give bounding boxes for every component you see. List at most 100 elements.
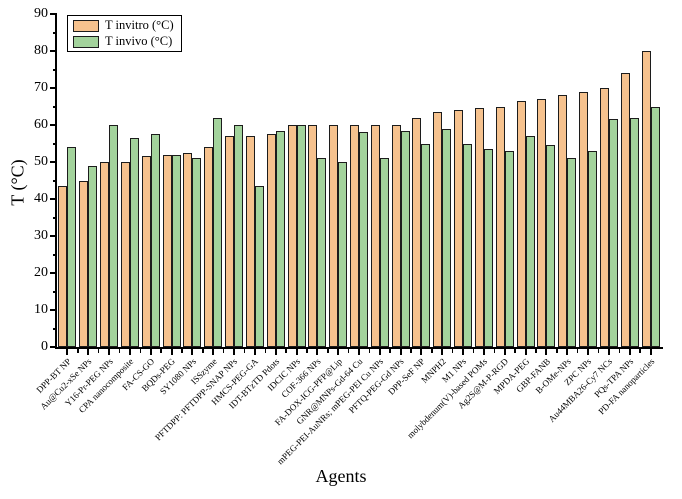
x-tick <box>233 349 236 355</box>
bar-invitro <box>266 134 276 347</box>
x-tick <box>66 349 69 355</box>
x-minor-tick <box>285 349 287 353</box>
x-minor-tick <box>181 349 183 353</box>
x-tick <box>482 349 485 355</box>
y-tick <box>50 124 57 126</box>
legend-item-invivo: T invivo (°C) <box>73 35 174 48</box>
x-tick <box>524 349 527 355</box>
y-minor-tick <box>53 254 57 256</box>
bar-invitro <box>579 91 589 347</box>
bar-invivo <box>629 117 639 347</box>
x-tick <box>462 349 465 355</box>
x-tick <box>128 349 131 355</box>
y-tick <box>50 198 57 200</box>
y-minor-tick <box>53 217 57 219</box>
bar-invitro <box>474 108 484 347</box>
bar-invivo <box>338 162 348 347</box>
bar-invitro <box>58 186 68 347</box>
bar-invivo <box>463 143 473 347</box>
x-minor-tick <box>368 349 371 353</box>
bar-invivo <box>88 165 98 347</box>
y-tick-label: 40 <box>34 191 48 206</box>
bar-invivo <box>400 130 410 347</box>
x-minor-tick <box>493 349 496 353</box>
x-axis-line <box>55 347 663 349</box>
bar-invivo <box>588 150 598 347</box>
bar-invitro <box>162 154 172 347</box>
x-tick <box>607 349 610 355</box>
bar-invitro <box>537 99 547 347</box>
x-minor-tick <box>431 349 433 353</box>
bar-invitro <box>100 162 110 347</box>
bar-invivo <box>567 158 577 347</box>
legend: T invitro (°C) T invivo (°C) <box>67 15 182 52</box>
bar-invitro <box>558 95 568 347</box>
legend-label-invitro: T invitro (°C) <box>105 18 174 32</box>
x-minor-tick <box>139 349 142 353</box>
bar-invitro <box>141 156 151 347</box>
x-axis-title: Agents <box>315 466 367 486</box>
bar-invitro <box>225 136 235 347</box>
bar-invitro <box>412 117 422 347</box>
y-tick-label: 30 <box>34 228 48 243</box>
bar-invivo <box>483 149 493 347</box>
x-tick <box>378 349 381 355</box>
y-tick-label: 20 <box>34 265 48 280</box>
y-tick <box>50 13 57 15</box>
legend-swatch-invitro <box>73 19 99 32</box>
x-minor-tick <box>347 349 350 353</box>
bar-invitro <box>329 125 339 347</box>
x-minor-tick <box>389 349 391 353</box>
bar-invitro <box>183 152 193 347</box>
x-tick <box>87 349 90 355</box>
x-tick <box>316 349 319 355</box>
bar-invivo <box>129 137 139 347</box>
x-minor-tick <box>97 349 100 353</box>
y-tick <box>50 272 57 274</box>
x-tick <box>566 349 569 355</box>
y-minor-tick <box>53 143 57 145</box>
bar-invivo <box>192 158 202 347</box>
x-tick <box>399 349 402 355</box>
bar-invivo <box>608 119 618 347</box>
x-minor-tick <box>327 349 329 353</box>
bar-invitro <box>620 73 630 347</box>
y-minor-tick <box>53 106 57 108</box>
bar-invitro <box>245 136 255 347</box>
x-minor-tick <box>535 349 537 353</box>
bar-invitro <box>391 125 401 347</box>
x-tick <box>149 349 152 355</box>
y-tick-label: 70 <box>34 80 48 95</box>
x-tick <box>503 349 506 355</box>
bar-invivo <box>150 134 160 347</box>
x-tick <box>545 349 548 355</box>
bar-invitro <box>308 125 318 347</box>
x-tick <box>420 349 423 355</box>
bar-invivo <box>421 143 431 347</box>
x-minor-tick <box>451 349 454 353</box>
bar-invivo <box>525 136 535 347</box>
legend-label-invivo: T invivo (°C) <box>105 34 173 48</box>
y-tick-label: 90 <box>34 6 48 21</box>
x-tick <box>274 349 277 355</box>
x-minor-tick <box>514 349 516 353</box>
bar-invitro <box>204 147 214 347</box>
bar-invitro <box>516 100 526 347</box>
y-tick <box>50 309 57 311</box>
y-tick-label: 0 <box>41 339 48 354</box>
bar-invitro <box>350 125 359 347</box>
bar-invivo <box>359 132 368 347</box>
bar-invivo <box>275 130 285 347</box>
y-tick <box>50 87 57 89</box>
y-tick-label: 50 <box>34 154 48 169</box>
x-minor-tick <box>77 349 79 353</box>
x-tick <box>649 349 652 355</box>
y-tick-label: 60 <box>34 117 48 132</box>
legend-swatch-invivo <box>73 35 99 48</box>
x-minor-tick <box>202 349 204 353</box>
y-minor-tick <box>53 291 57 293</box>
y-minor-tick <box>53 180 57 182</box>
bar-invivo <box>504 150 514 347</box>
y-minor-tick <box>53 32 57 34</box>
